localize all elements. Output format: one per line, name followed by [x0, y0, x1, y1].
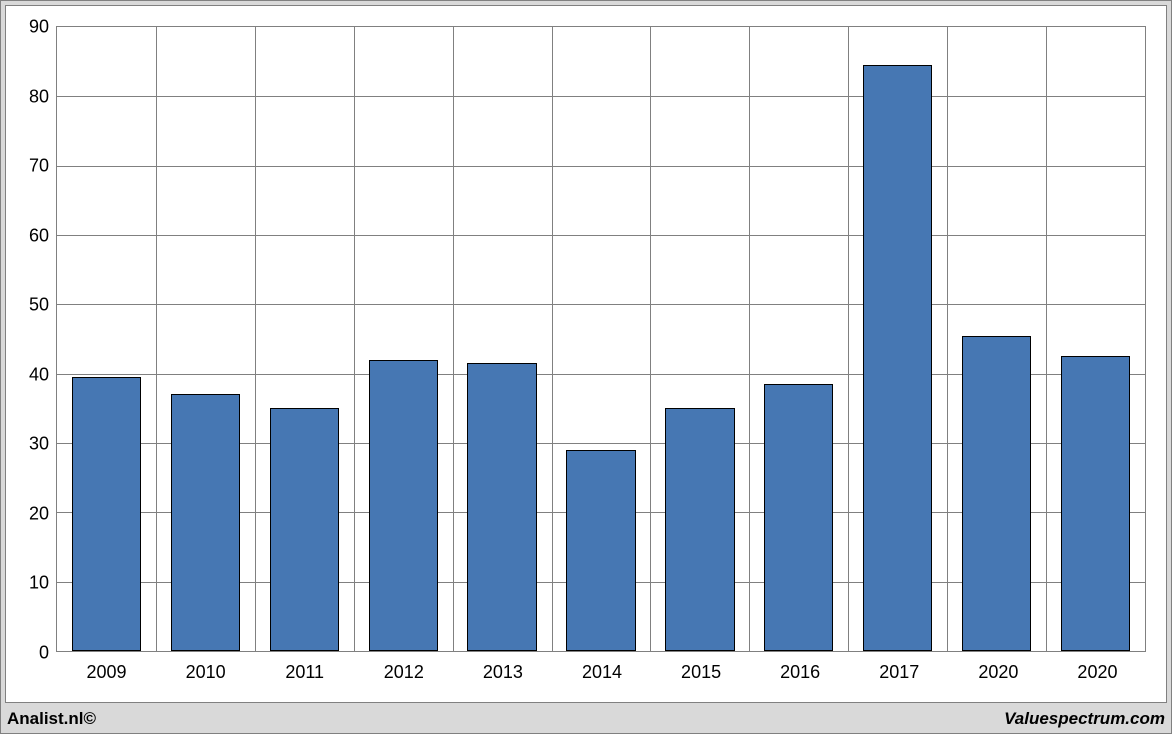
y-tick-label: 90	[9, 17, 49, 38]
x-tick-label: 2020	[978, 662, 1018, 683]
grid-line-h	[57, 166, 1145, 167]
y-tick-label: 40	[9, 364, 49, 385]
bar	[171, 394, 240, 651]
x-tick-label: 2017	[879, 662, 919, 683]
x-tick-label: 2013	[483, 662, 523, 683]
x-tick-label: 2014	[582, 662, 622, 683]
x-tick-label: 2020	[1077, 662, 1117, 683]
grid-line-v	[552, 27, 553, 651]
grid-line-v	[1046, 27, 1047, 651]
grid-line-v	[354, 27, 355, 651]
y-tick-label: 30	[9, 434, 49, 455]
x-tick-label: 2012	[384, 662, 424, 683]
y-tick-label: 50	[9, 295, 49, 316]
x-tick-label: 2011	[285, 662, 324, 683]
bar	[369, 360, 438, 651]
bar	[270, 408, 339, 651]
grid-line-v	[156, 27, 157, 651]
grid-line-v	[453, 27, 454, 651]
bar	[566, 450, 635, 651]
bar	[1061, 356, 1130, 651]
y-tick-label: 10	[9, 573, 49, 594]
plot-area	[56, 26, 1146, 652]
grid-line-v	[848, 27, 849, 651]
x-tick-label: 2010	[186, 662, 226, 683]
grid-line-v	[650, 27, 651, 651]
chart-frame: 0 10 20 30 40 50 60 70 80 90 2009 2010 2011 2012 2013 2…	[5, 5, 1167, 703]
grid-line-v	[947, 27, 948, 651]
footer-left-text: Analist.nl©	[7, 709, 96, 729]
grid-line-h	[57, 304, 1145, 305]
grid-line-h	[57, 235, 1145, 236]
y-tick-label: 0	[9, 643, 49, 664]
bar	[962, 336, 1031, 651]
bar	[665, 408, 734, 651]
footer-right-text: Valuespectrum.com	[1004, 709, 1165, 729]
grid-line-h	[57, 96, 1145, 97]
grid-line-v	[255, 27, 256, 651]
y-tick-label: 20	[9, 503, 49, 524]
bar	[764, 384, 833, 651]
y-tick-label: 60	[9, 225, 49, 246]
grid-line-v	[749, 27, 750, 651]
y-tick-label: 80	[9, 86, 49, 107]
x-tick-label: 2015	[681, 662, 721, 683]
x-tick-label: 2009	[87, 662, 127, 683]
bar	[72, 377, 141, 651]
bar	[863, 65, 932, 651]
y-tick-label: 70	[9, 156, 49, 177]
bar	[467, 363, 536, 651]
x-tick-label: 2016	[780, 662, 820, 683]
